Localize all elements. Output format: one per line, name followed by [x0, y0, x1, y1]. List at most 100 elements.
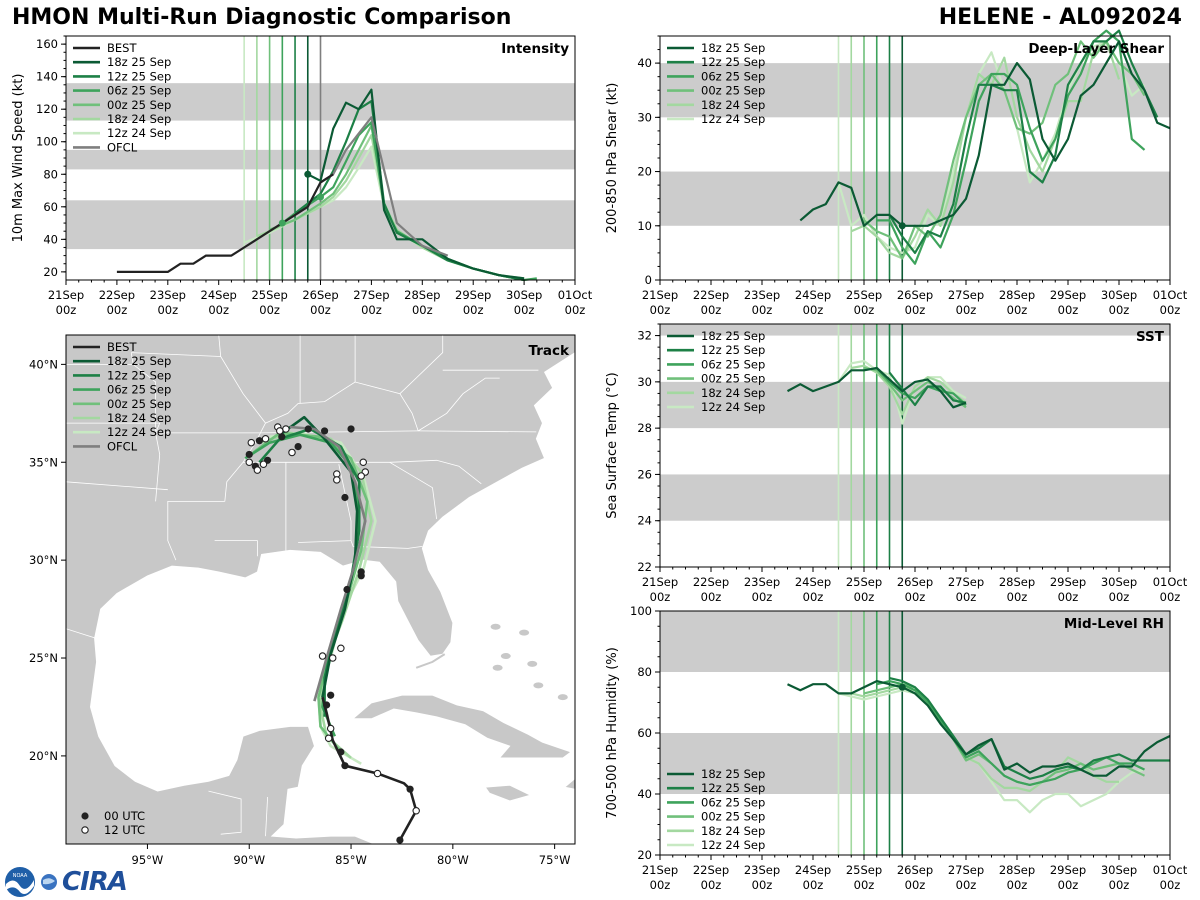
sst-legend-label: 00z 25 Sep	[701, 372, 765, 386]
rh-series-18z-25-sep	[787, 679, 1171, 777]
rh-xtick-label: 21Sep	[642, 863, 678, 877]
sst-xtick-label: 26Sep	[897, 575, 933, 589]
shear-band	[660, 171, 1170, 226]
shear-xtick-label: 01Oct	[1153, 288, 1188, 302]
rh-legend-label: 06z 25 Sep	[701, 795, 765, 809]
track-marker-12utc	[245, 458, 253, 466]
intensity-xtick-label: 00z	[514, 303, 535, 317]
track-line-18z-25-sep	[279, 415, 359, 698]
shear-legend-label: 18z 25 Sep	[701, 41, 765, 55]
intensity-xtick-label: 00z	[208, 303, 229, 317]
rh-band	[660, 733, 1170, 794]
track-marker-12utc	[359, 458, 368, 466]
track-legend-label: 00z 25 Sep	[107, 397, 171, 411]
rh-series-18z-24-sep	[851, 686, 1119, 793]
rh-legend-label: 12z 24 Sep	[701, 838, 765, 852]
rh-ytick-label: 60	[637, 726, 652, 740]
track-ytick-label: 20°N	[29, 749, 58, 763]
sst-ytick-label: 30	[637, 375, 652, 389]
track-title: Track	[529, 343, 570, 359]
sst-xtick-label: 00z	[701, 590, 722, 604]
rh-title: Mid-Level RH	[1064, 616, 1164, 632]
intensity-xtick-label: 21Sep	[48, 288, 84, 302]
intensity-init-marker	[317, 193, 324, 201]
shear-xtick-label: 25Sep	[846, 288, 882, 302]
state-border	[417, 377, 500, 432]
bahamas-island	[527, 660, 538, 667]
rh-ytick-label: 80	[637, 665, 652, 679]
track-marker-00utc	[396, 836, 404, 844]
sst-ytick-label: 26	[637, 467, 652, 481]
intensity-xtick-label: 00z	[259, 303, 280, 317]
track-marker-00utc	[357, 572, 365, 580]
shear-legend-label: 00z 25 Sep	[701, 84, 765, 98]
sst-xtick-label: 00z	[1007, 590, 1028, 604]
sst-xtick-label: 28Sep	[999, 575, 1035, 589]
intensity-series-best	[116, 173, 334, 273]
track-marker-12utc	[318, 652, 327, 660]
jamaica-land	[484, 784, 532, 802]
rh-panel: 2040608010021Sep00z22Sep00z23Sep00z24Sep…	[605, 604, 1188, 892]
track-marker-00utc	[341, 762, 349, 770]
sst-xtick-label: 29Sep	[1050, 575, 1086, 589]
state-border	[131, 352, 221, 357]
shear-xtick-label: 00z	[854, 303, 875, 317]
track-ytick-label: 25°N	[29, 651, 58, 665]
intensity-ytick-label: 20	[43, 265, 58, 279]
globe-icon	[41, 874, 57, 890]
intensity-xtick-label: 22Sep	[99, 288, 135, 302]
rh-xtick-label: 01Oct	[1153, 863, 1188, 877]
track-marker-12utc	[247, 438, 256, 447]
intensity-ytick-label: 140	[36, 70, 58, 84]
shear-xtick-label: 00z	[803, 303, 824, 317]
track-marker-12utc	[261, 435, 270, 443]
state-border	[265, 796, 268, 837]
track-legend-label: BEST	[107, 340, 137, 354]
intensity-xtick-label: 00z	[310, 303, 331, 317]
track-frame	[65, 334, 576, 845]
sst-ylabel: Sea Surface Temp (°C)	[605, 372, 620, 519]
sst-ytick-label: 22	[637, 560, 652, 574]
sst-xtick-label: 00z	[1160, 590, 1181, 604]
sst-band	[660, 324, 1170, 336]
shear-ytick-label: 10	[637, 219, 652, 233]
page-title: HMON Multi-Run Diagnostic Comparison	[12, 5, 512, 30]
shear-xtick-label: 00z	[905, 303, 926, 317]
intensity-ytick-label: 100	[36, 135, 58, 149]
intensity-xtick-label: 01Oct	[558, 288, 593, 302]
intensity-xtick-label: 00z	[107, 303, 128, 317]
sst-xtick-label: 24Sep	[795, 575, 831, 589]
intensity-xtick-label: 00z	[412, 303, 433, 317]
track-marker-legend-label: 00 UTC	[104, 809, 145, 823]
sst-legend-label: 18z 25 Sep	[701, 329, 765, 343]
shear-xtick-label: 00z	[1058, 303, 1079, 317]
intensity-legend-label: BEST	[107, 41, 137, 55]
intensity-init-marker	[304, 170, 312, 178]
track-marker-legend-12utc	[81, 826, 89, 834]
track-legend-label: 18z 24 Sep	[107, 411, 171, 425]
rh-xtick-label: 00z	[905, 878, 926, 892]
rh-xtick-label: 00z	[1160, 878, 1181, 892]
shear-xtick-label: 27Sep	[948, 288, 984, 302]
track-marker-12utc	[333, 476, 341, 484]
rh-legend-label: 00z 25 Sep	[701, 810, 765, 824]
sst-xtick-label: 00z	[650, 590, 671, 604]
shear-ytick-label: 30	[637, 110, 652, 124]
track-marker-12utc	[337, 644, 345, 652]
rh-xtick-label: 00z	[854, 878, 875, 892]
cira-logo-text: CIRA	[62, 867, 128, 897]
rh-xtick-label: 00z	[803, 878, 824, 892]
shear-legend-label: 06z 25 Sep	[701, 69, 765, 83]
shear-ytick-label: 0	[645, 273, 652, 287]
rh-xtick-label: 28Sep	[999, 863, 1035, 877]
sst-xtick-label: 00z	[752, 590, 773, 604]
shear-xtick-label: 29Sep	[1050, 288, 1086, 302]
state-border	[265, 381, 419, 432]
track-xtick-label: 80°W	[437, 853, 469, 867]
intensity-legend-label: 12z 24 Sep	[107, 126, 171, 140]
shear-xtick-label: 00z	[701, 303, 722, 317]
sst-xtick-label: 21Sep	[642, 575, 678, 589]
rh-xtick-label: 00z	[1058, 878, 1079, 892]
hispaniola-land	[563, 778, 575, 790]
